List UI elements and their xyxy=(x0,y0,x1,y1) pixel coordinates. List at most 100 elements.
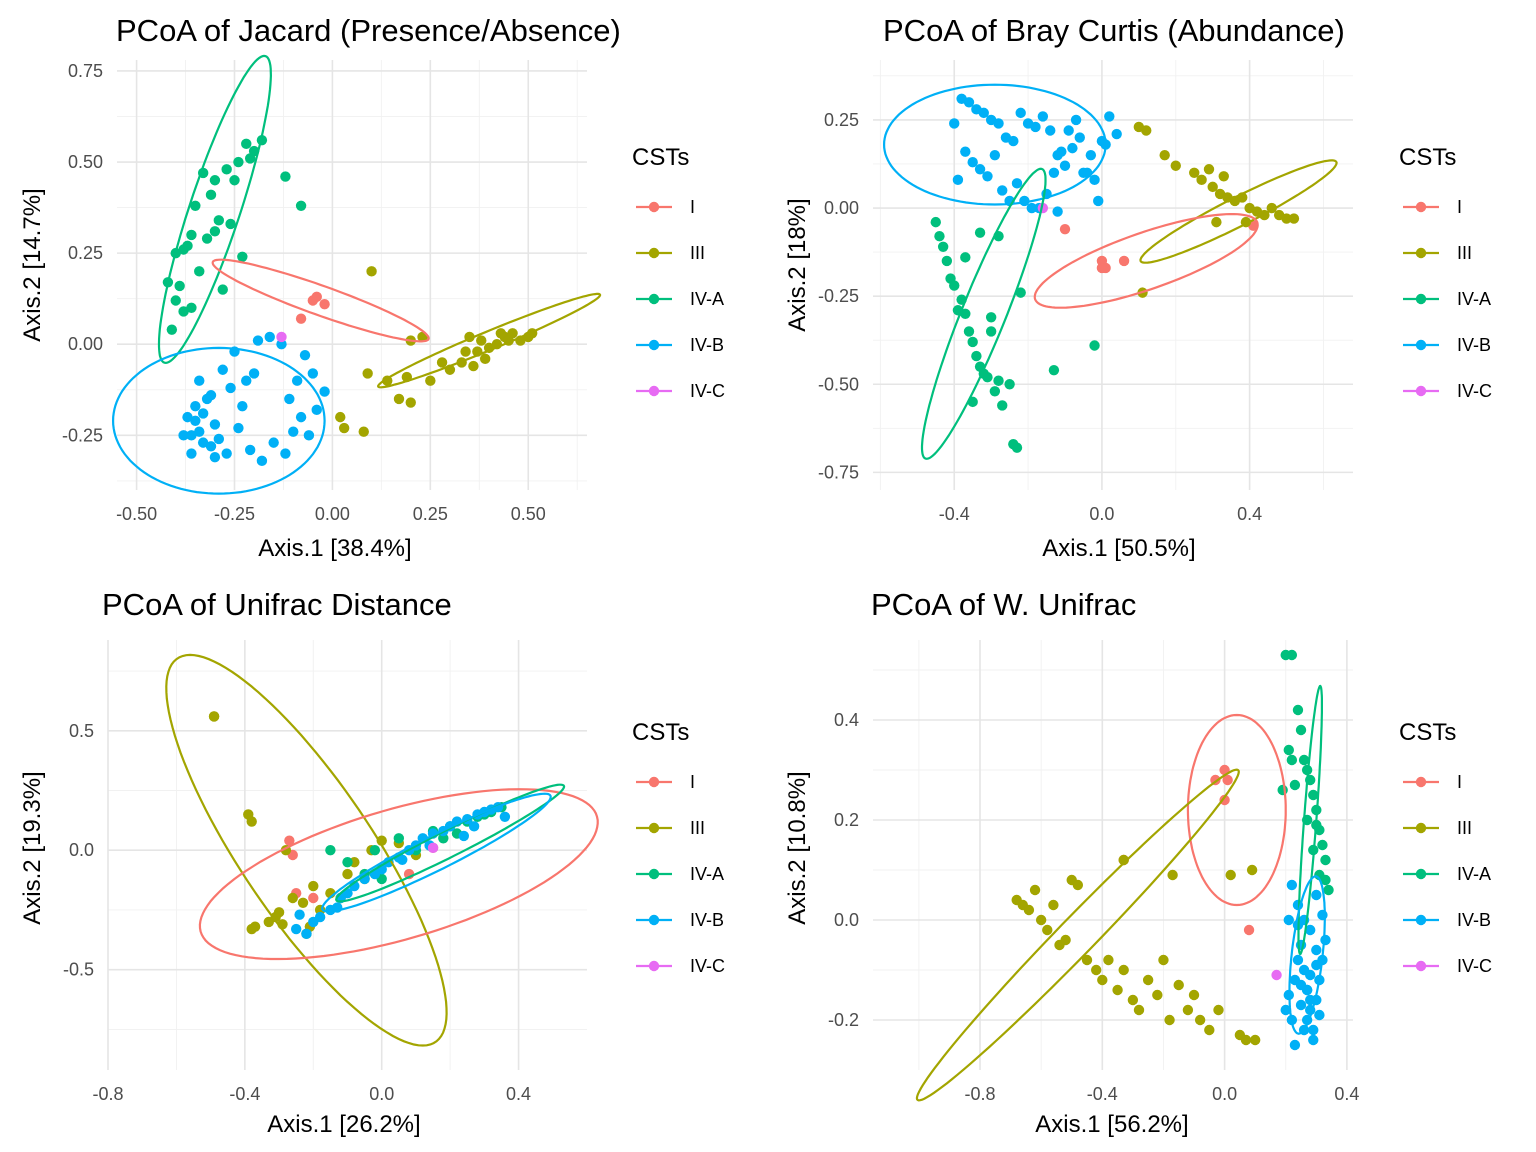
ellipse-IV-B xyxy=(882,83,1107,206)
data-point-III xyxy=(1035,914,1047,926)
data-point-IV-B xyxy=(1093,195,1104,207)
legend-title: CSTs xyxy=(1399,144,1456,171)
data-point-IV-B xyxy=(248,368,260,379)
data-point-III xyxy=(1029,884,1041,896)
y-tick-label: 0.25 xyxy=(824,110,859,130)
data-point-IV-B xyxy=(1052,206,1063,217)
data-point-IV-A xyxy=(295,200,307,211)
data-point-IV-B xyxy=(1283,914,1294,926)
y-tick-label: 0.2 xyxy=(834,810,859,830)
data-point-IV-B xyxy=(1089,174,1100,186)
data-point-IV-B xyxy=(1295,979,1307,991)
data-point-IV-B xyxy=(1070,114,1082,126)
data-point-IV-A xyxy=(178,306,189,317)
data-point-III xyxy=(1196,174,1207,186)
x-tick-label: 0.0 xyxy=(1089,504,1114,524)
data-point-IV-A xyxy=(225,218,236,230)
legend-key-point xyxy=(1415,822,1427,834)
data-point-IV-B xyxy=(1308,1034,1319,1046)
data-point-IV-B xyxy=(1304,969,1316,981)
y-tick-label: 0.50 xyxy=(68,152,103,172)
ellipse-IV-B xyxy=(321,792,552,913)
data-point-IV-B xyxy=(197,437,209,448)
x-tick-label: -0.50 xyxy=(116,504,157,524)
data-point-IV-B xyxy=(1104,111,1115,122)
data-point-IV-B xyxy=(1286,879,1298,891)
data-point-IV-B xyxy=(1059,160,1071,171)
legend-label: IV-B xyxy=(1457,910,1491,930)
data-point-III xyxy=(246,923,257,935)
data-point-IV-B xyxy=(213,433,225,445)
data-point-III xyxy=(1133,1004,1145,1016)
data-point-IV-A xyxy=(280,171,291,182)
data-point-III xyxy=(1090,964,1102,976)
data-point-IV-A xyxy=(963,326,975,337)
data-point-III xyxy=(342,868,353,880)
data-point-IV-B xyxy=(280,448,291,459)
y-tick-label: 0.4 xyxy=(834,710,859,730)
data-point-IV-A xyxy=(930,216,941,228)
legend-label: I xyxy=(1457,772,1462,792)
data-point-IV-B xyxy=(303,430,315,441)
data-point-III xyxy=(1152,989,1163,1001)
legend-label: III xyxy=(690,818,705,838)
x-tick-label: 0.4 xyxy=(1237,504,1262,524)
data-point-I xyxy=(1059,223,1071,235)
data-point-IV-B xyxy=(1292,954,1304,966)
y-tick-label: -0.75 xyxy=(818,462,859,482)
data-point-IV-A xyxy=(244,153,256,164)
data-point-IV-B xyxy=(288,426,299,437)
data-point-III xyxy=(1142,974,1154,986)
x-tick-label: 0.0 xyxy=(369,1084,394,1104)
data-point-III xyxy=(393,393,405,405)
data-point-IV-A xyxy=(369,845,381,856)
data-point-IV-B xyxy=(290,923,302,935)
data-point-IV-B xyxy=(221,448,232,459)
data-point-IV-C xyxy=(1271,969,1282,981)
data-point-IV-B xyxy=(194,426,205,437)
data-point-IV-B xyxy=(1085,149,1097,161)
legend-label: IV-A xyxy=(1457,864,1491,884)
data-point-IV-C xyxy=(427,842,439,854)
data-point-III xyxy=(1281,213,1292,224)
data-point-IV-B xyxy=(1311,889,1322,901)
data-point-IV-A xyxy=(174,280,185,292)
x-tick-label: -0.4 xyxy=(1087,1084,1118,1104)
data-point-IV-A xyxy=(170,295,181,306)
data-point-III xyxy=(1103,954,1114,966)
legend-title: CSTs xyxy=(632,719,689,746)
data-point-IV-A xyxy=(1286,649,1298,661)
data-point-IV-B xyxy=(264,331,275,343)
y-axis-title: Axis.2 [14.7%] xyxy=(19,188,46,341)
x-axis-title: Axis.1 [50.5%] xyxy=(1042,535,1195,562)
ellipse-IV-B xyxy=(1288,875,1326,1035)
x-tick-label: -0.8 xyxy=(92,1084,123,1104)
data-point-IV-A xyxy=(209,226,221,237)
legend-label: IV-B xyxy=(690,910,724,930)
data-point-IV-B xyxy=(993,118,1004,129)
data-point-IV-B xyxy=(182,411,193,423)
data-point-IV-A xyxy=(182,240,193,252)
data-point-IV-A xyxy=(934,231,945,242)
legend-title: CSTs xyxy=(632,144,689,171)
data-point-IV-A xyxy=(1317,839,1328,851)
data-point-III xyxy=(1118,854,1129,866)
data-point-IV-A xyxy=(1308,789,1319,801)
data-point-III xyxy=(1164,1014,1175,1026)
data-point-IV-A xyxy=(949,280,960,291)
data-point-III xyxy=(335,411,346,423)
data-point-IV-B xyxy=(314,911,326,923)
data-point-IV-A xyxy=(993,375,1004,386)
data-point-IV-B xyxy=(997,185,1008,196)
data-point-IV-B xyxy=(989,149,1001,161)
data-point-IV-B xyxy=(952,174,964,186)
data-point-IV-B xyxy=(1011,178,1023,189)
data-point-IV-B xyxy=(1314,1009,1325,1021)
data-point-IV-B xyxy=(244,444,256,456)
data-point-IV-B xyxy=(268,437,279,448)
y-tick-label: -0.25 xyxy=(818,286,859,306)
data-point-IV-A xyxy=(1015,287,1026,298)
data-point-IV-A xyxy=(233,156,244,168)
data-point-III xyxy=(1023,904,1035,916)
